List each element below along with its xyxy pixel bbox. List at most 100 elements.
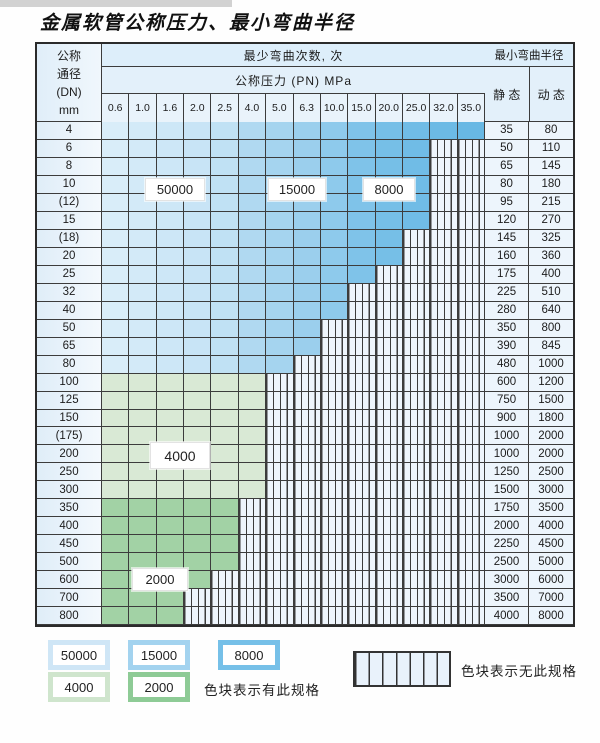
pressure-cell-nospec [375,391,403,410]
pressure-cell-nospec [402,391,431,410]
pressure-cell-spec [211,229,239,248]
static-radius-cell: 160 [485,247,530,266]
pressure-cell-nospec [402,481,431,500]
static-radius-cell: 900 [485,409,530,428]
pressure-cell-nospec [457,571,486,590]
pressure-cell-spec [211,157,239,176]
pressure-cell-nospec [293,607,321,626]
pressure-cell-nospec [430,193,458,212]
static-radius-cell: 750 [485,391,530,410]
pressure-cell-nospec [348,463,376,482]
pressure-cell-nospec [293,517,321,536]
pressure-cell-spec [430,122,458,140]
pressure-cell-nospec [402,589,431,608]
pressure-values-row: 0.6 1.0 1.6 2.0 2.5 4.0 5.0 6.3 10.0 15.0 20.0 25.0… [102,94,486,122]
pressure-cell-spec [211,122,239,140]
pressure-cell-nospec [320,589,349,608]
pressure-cell-spec [156,535,185,554]
pressure-cell-spec [184,409,212,428]
pressure-cell-spec [211,463,239,482]
legend-has-spec-text: 色块表示有此规格 [204,683,320,698]
pressure-cell-nospec [375,283,403,302]
pressure-cell-spec [184,301,212,320]
pressure-cell-nospec [293,499,321,518]
pressure-cell-spec [211,373,239,392]
dn-cell: 450 [37,535,102,554]
pressure-cell-nospec [348,409,376,428]
pressure-cell-nospec [348,499,376,518]
pressure-cell-nospec [375,517,403,536]
pressure-cell-nospec [430,445,458,464]
pressure-cell-nospec [457,301,486,320]
spec-table: 公称 通径 (DN) mm 最少弯曲次数, 次 公称压力 (PN) MPa 0.… [35,42,575,627]
pressure-cell-nospec [430,607,458,626]
pressure-cell-spec [102,355,130,374]
pressure-cell-spec [266,337,294,356]
pressure-cell-spec [102,571,130,590]
pressure-cell-spec [184,499,212,518]
dn-cell: 800 [37,607,102,626]
pressure-cell-nospec [320,571,349,590]
pressure-cell-spec [266,211,294,230]
pressure-cell-spec [102,301,130,320]
pressure-cell-spec [211,175,239,194]
static-header-cell: 静 态 [485,67,530,121]
pressure-cell-nospec [320,607,349,626]
pressure-cell-nospec [457,481,486,500]
pressure-cell-spec [129,427,157,446]
pressure-cell-spec [102,589,130,608]
pressure-cell-spec [156,301,185,320]
pressure-cell-nospec [457,391,486,410]
pressure-cell-nospec [348,535,376,554]
pressure-cell-spec [211,391,239,410]
table-row: 700 3500 7000 [37,589,574,608]
pressure-cell-spec [320,157,349,176]
pressure-cell-spec [184,229,212,248]
pressure-cell-nospec [402,247,431,266]
dynamic-radius-cell: 360 [529,247,574,266]
pressure-cell-spec [238,157,267,176]
pressure-cell-nospec [348,553,376,572]
pressure-cell-spec [402,139,431,158]
pressure-cell-spec [129,499,157,518]
pressure-cell-spec [102,391,130,410]
pressure-column-header: 4.0 [238,94,267,122]
pressure-cell-nospec [293,373,321,392]
pressure-cell-spec [102,517,130,536]
pressure-cell-nospec [293,589,321,608]
pressure-cell-nospec [430,301,458,320]
pressure-cell-spec [320,301,349,320]
pressure-cell-nospec [457,373,486,392]
pressure-cell-nospec [348,571,376,590]
pressure-cell-nospec [375,409,403,428]
pressure-cell-spec [102,122,130,140]
dn-cell: 80 [37,355,102,374]
pressure-cell-spec [348,247,376,266]
pressure-cell-nospec [375,499,403,518]
pressure-cell-nospec [211,571,239,590]
pressure-cell-spec [238,337,267,356]
pressure-cell-nospec [402,373,431,392]
pressure-cell-nospec [320,499,349,518]
pressure-cell-spec [266,122,294,140]
static-radius-cell: 1500 [485,481,530,500]
pressure-cell-nospec [266,499,294,518]
pressure-cell-spec [156,337,185,356]
legend-label-15000: 15000 [133,645,185,665]
pressure-cell-spec [129,283,157,302]
dn-cell: 200 [37,445,102,464]
pressure-cell-spec [184,247,212,266]
static-radius-cell: 1000 [485,427,530,446]
pressure-cell-spec [375,157,403,176]
dn-cell: 300 [37,481,102,500]
pressure-cell-nospec [238,589,267,608]
pressure-cell-nospec [375,337,403,356]
pressure-cell-spec [129,301,157,320]
pressure-column-header: 0.6 [102,94,130,122]
pressure-cell-spec [266,265,294,284]
pressure-cell-spec [156,481,185,500]
pressure-column-header: 1.0 [129,94,157,122]
table-row: 25 175 400 [37,265,574,284]
pressure-cell-nospec [375,481,403,500]
scan-artifact-strip [0,0,232,7]
